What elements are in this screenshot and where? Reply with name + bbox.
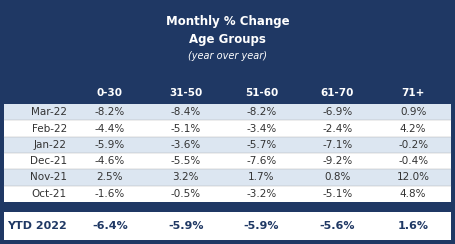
Text: Monthly % Change: Monthly % Change xyxy=(166,16,289,29)
Text: -0.5%: -0.5% xyxy=(171,189,201,199)
Text: -3.4%: -3.4% xyxy=(246,123,277,133)
Text: Dec-21: Dec-21 xyxy=(30,156,67,166)
Text: -5.7%: -5.7% xyxy=(246,140,277,150)
Text: -2.4%: -2.4% xyxy=(322,123,353,133)
Bar xyxy=(4,169,451,186)
Text: -7.6%: -7.6% xyxy=(246,156,277,166)
Text: 0.9%: 0.9% xyxy=(400,107,426,117)
Text: -5.1%: -5.1% xyxy=(322,189,353,199)
Text: 1.6%: 1.6% xyxy=(398,221,429,231)
Text: -5.1%: -5.1% xyxy=(171,123,201,133)
Bar xyxy=(4,82,451,104)
Text: -9.2%: -9.2% xyxy=(322,156,353,166)
Text: -8.2%: -8.2% xyxy=(246,107,277,117)
Text: YTD 2022: YTD 2022 xyxy=(7,221,67,231)
Bar xyxy=(4,153,451,169)
Text: (year over year): (year over year) xyxy=(188,51,267,61)
Text: -5.6%: -5.6% xyxy=(319,221,355,231)
Text: -7.1%: -7.1% xyxy=(322,140,353,150)
Text: -8.2%: -8.2% xyxy=(95,107,125,117)
Text: Mar-22: Mar-22 xyxy=(31,107,67,117)
Text: -8.4%: -8.4% xyxy=(171,107,201,117)
Text: 4.2%: 4.2% xyxy=(400,123,426,133)
Text: Nov-21: Nov-21 xyxy=(30,173,67,183)
Text: 61-70: 61-70 xyxy=(321,88,354,98)
Text: 3.2%: 3.2% xyxy=(172,173,199,183)
Text: 0-30: 0-30 xyxy=(97,88,123,98)
Bar xyxy=(4,212,451,240)
Text: 1.7%: 1.7% xyxy=(248,173,275,183)
Text: Oct-21: Oct-21 xyxy=(32,189,67,199)
Text: 12.0%: 12.0% xyxy=(397,173,430,183)
Text: 0.8%: 0.8% xyxy=(324,173,350,183)
Bar xyxy=(4,4,451,82)
Text: Age Groups: Age Groups xyxy=(189,33,266,47)
Text: -4.6%: -4.6% xyxy=(95,156,125,166)
Text: -6.4%: -6.4% xyxy=(92,221,128,231)
Text: -5.9%: -5.9% xyxy=(244,221,279,231)
Text: -5.5%: -5.5% xyxy=(171,156,201,166)
Text: Jan-22: Jan-22 xyxy=(34,140,67,150)
Text: 71+: 71+ xyxy=(401,88,425,98)
Text: -0.2%: -0.2% xyxy=(398,140,428,150)
Text: -3.6%: -3.6% xyxy=(171,140,201,150)
Text: 51-60: 51-60 xyxy=(245,88,278,98)
Bar xyxy=(4,202,451,212)
Text: -6.9%: -6.9% xyxy=(322,107,353,117)
Text: 4.8%: 4.8% xyxy=(400,189,426,199)
Bar xyxy=(4,186,451,202)
Text: -1.6%: -1.6% xyxy=(95,189,125,199)
Text: -4.4%: -4.4% xyxy=(95,123,125,133)
Text: -5.9%: -5.9% xyxy=(168,221,203,231)
Text: -5.9%: -5.9% xyxy=(95,140,125,150)
Text: 2.5%: 2.5% xyxy=(96,173,123,183)
Text: Feb-22: Feb-22 xyxy=(32,123,67,133)
Text: 31-50: 31-50 xyxy=(169,88,202,98)
Bar xyxy=(4,137,451,153)
Text: -0.4%: -0.4% xyxy=(398,156,428,166)
Text: -3.2%: -3.2% xyxy=(246,189,277,199)
Bar xyxy=(4,104,451,120)
Bar xyxy=(4,120,451,137)
